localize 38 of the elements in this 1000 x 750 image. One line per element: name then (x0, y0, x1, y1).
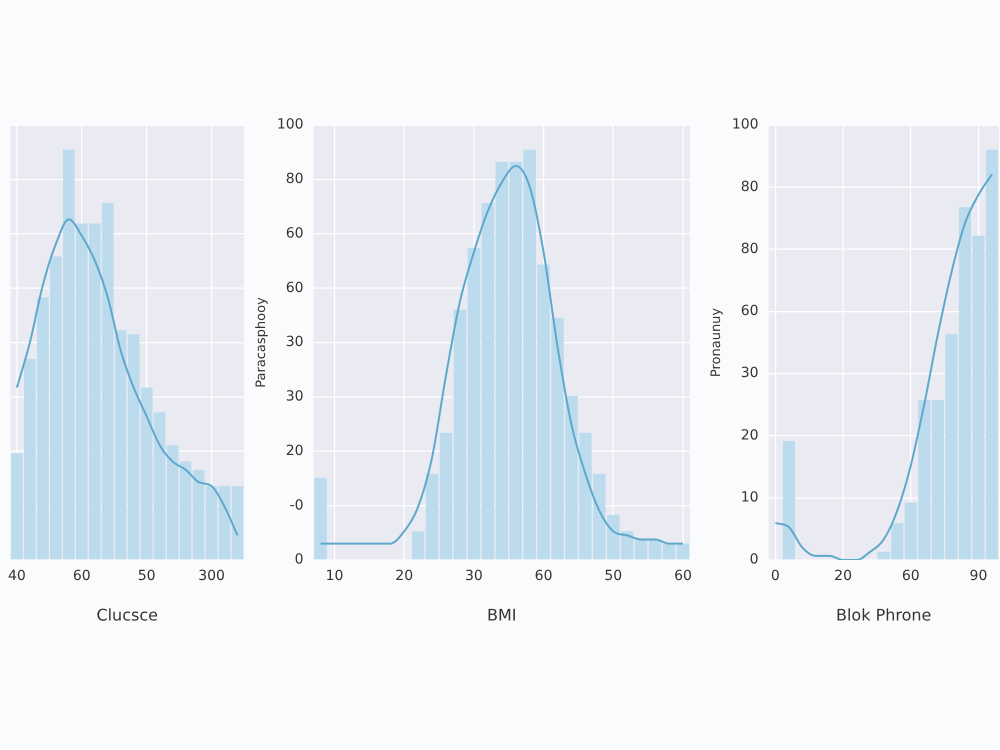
x-tick-label: 50 (138, 568, 156, 584)
x-tick-label: 60 (72, 568, 91, 584)
text: 100 (732, 116, 759, 133)
text: 20 (286, 442, 304, 459)
text: 10 (740, 490, 759, 506)
text: 60 (740, 303, 759, 320)
x-tick-label: 20 (395, 568, 414, 584)
text: 80 (740, 178, 759, 195)
y-axis-title: Paracasphooy (254, 296, 270, 388)
text: 0 (294, 552, 304, 568)
x-tick-label: 0 (770, 568, 780, 584)
text: 60 (286, 280, 304, 296)
x-tick-label: 300 (198, 568, 225, 584)
text: 80 (286, 171, 304, 188)
text: 20 (740, 427, 759, 444)
x-axis-title: Blok Phrone (836, 606, 932, 625)
x-axis-title: BMI (487, 606, 517, 625)
text: -0 (290, 497, 304, 514)
text: 30 (740, 365, 759, 382)
x-tick-label: 60 (534, 568, 553, 584)
bar (782, 440, 795, 560)
x-tick-label: 30 (464, 568, 483, 584)
text: 0 (750, 552, 759, 568)
x-tick-label: 40 (8, 568, 26, 584)
text: 30 (286, 388, 304, 405)
x-axis-title: Clucsce (96, 606, 158, 625)
x-tick-label: 50 (604, 568, 622, 584)
x-tick-label: 60 (902, 568, 920, 584)
x-tick-label: 10 (326, 568, 344, 584)
x-tick-label: 90 (970, 568, 988, 584)
bar (314, 478, 327, 560)
y-axis-title: Pronaunuy (709, 308, 724, 378)
x-tick-label: 20 (834, 568, 852, 584)
text: 100 (276, 116, 304, 133)
text: 30 (286, 334, 304, 350)
text: 80 (740, 240, 759, 257)
x-tick-label: 60 (674, 568, 692, 584)
text: 60 (286, 225, 304, 242)
